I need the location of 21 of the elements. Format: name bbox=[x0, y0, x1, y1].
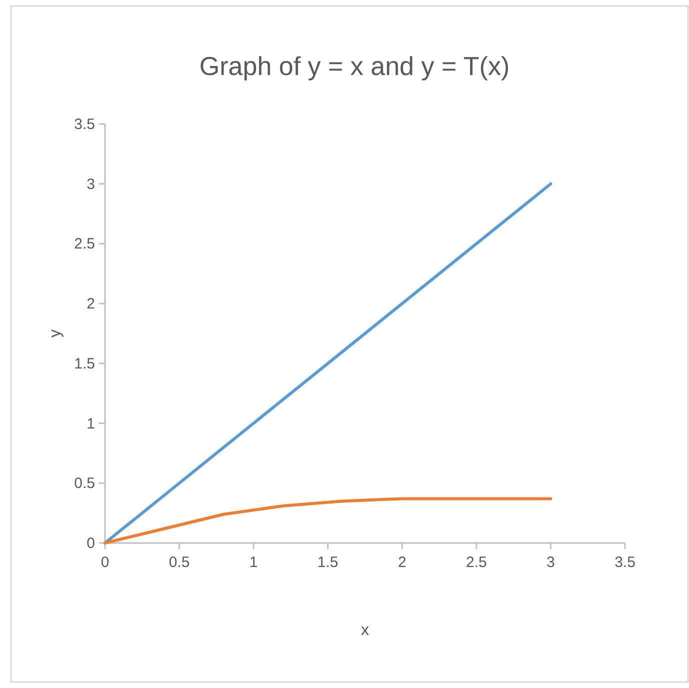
y-axis-title: y bbox=[47, 330, 64, 338]
x-tick-label: 1.5 bbox=[317, 554, 338, 571]
x-tick-label: 1 bbox=[249, 554, 258, 571]
x-tick-label: 2 bbox=[398, 554, 406, 571]
chart-title: Graph of y = x and y = T(x) bbox=[199, 51, 510, 81]
y-tick-label: 2 bbox=[86, 296, 95, 313]
line-series bbox=[104, 182, 552, 544]
x-tick-label: 0.5 bbox=[168, 554, 190, 571]
x-tick-label: 3 bbox=[546, 554, 555, 571]
x-axis-title: x bbox=[361, 622, 369, 639]
x-tick-label: 0 bbox=[100, 554, 110, 571]
y-tick-label: 0.5 bbox=[74, 475, 95, 492]
y-tick-label: 3.5 bbox=[74, 116, 95, 133]
x-tick-label: 2.5 bbox=[466, 554, 487, 571]
y-tick-label: 1.5 bbox=[74, 355, 95, 372]
x-tick-label: 3.5 bbox=[614, 554, 636, 571]
y-tick-label: 0 bbox=[86, 535, 95, 552]
y-tick-label: 2.5 bbox=[74, 236, 95, 253]
line-series bbox=[104, 497, 552, 544]
y-tick-label: 1 bbox=[86, 415, 95, 432]
y-tick-label: 3 bbox=[86, 176, 95, 193]
